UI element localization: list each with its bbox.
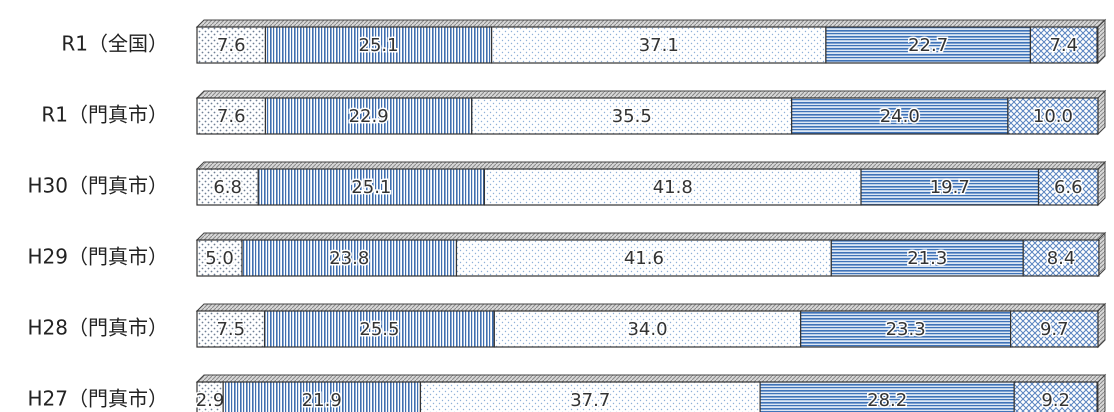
data-label: 7.6 — [217, 35, 246, 56]
data-label: 23.8 — [329, 248, 369, 269]
data-label: 37.1 — [639, 35, 679, 56]
bar-segment — [263, 310, 495, 348]
category-label: R1（全国） — [61, 32, 168, 56]
bar-side — [1097, 373, 1106, 412]
data-label: 9.2 — [1041, 390, 1070, 411]
data-label: 6.8 — [213, 177, 242, 198]
bar-top — [195, 161, 1107, 170]
data-label: 25.1 — [351, 177, 391, 198]
bar-segment — [791, 97, 1009, 135]
bar-segment — [1010, 310, 1099, 348]
data-label: 37.7 — [570, 390, 610, 411]
data-label: 6.6 — [1054, 177, 1083, 198]
bar-segment — [1007, 97, 1099, 135]
data-label: 21.9 — [302, 390, 342, 411]
data-label: 41.8 — [653, 177, 693, 198]
data-label: 25.5 — [359, 319, 399, 340]
data-label: 22.9 — [349, 106, 389, 127]
bar-segment — [455, 239, 832, 277]
bar-top — [195, 232, 1107, 241]
data-label: 41.6 — [624, 248, 664, 269]
bar-segment — [491, 26, 827, 64]
bar-segment — [196, 26, 267, 64]
category-label: H27（門真市） — [28, 387, 169, 411]
data-label: 7.6 — [217, 106, 246, 127]
bar-segment — [483, 168, 862, 206]
bar-segment — [493, 310, 802, 348]
bar-segment — [196, 97, 267, 135]
bar-top — [195, 19, 1107, 28]
bar-top — [195, 303, 1107, 312]
bar-segment — [1013, 381, 1098, 412]
bar-segment — [264, 97, 473, 135]
bar-segment — [800, 310, 1012, 348]
bar-segment — [196, 310, 266, 348]
category-label: H30（門真市） — [28, 174, 169, 198]
data-label: 34.0 — [627, 319, 667, 340]
data-label: 19.7 — [930, 177, 970, 198]
bar-segment — [860, 168, 1040, 206]
bar-segment — [257, 168, 486, 206]
data-label: 22.7 — [908, 35, 948, 56]
bar-segment — [264, 26, 493, 64]
data-label: 10.0 — [1033, 106, 1073, 127]
data-label: 21.3 — [907, 248, 947, 269]
bar-segment — [1022, 239, 1100, 277]
data-label: 24.0 — [880, 106, 920, 127]
bar-side — [1097, 89, 1106, 136]
data-label: 23.3 — [886, 319, 926, 340]
bar-segment — [1029, 26, 1098, 64]
bar-side — [1097, 18, 1106, 65]
data-label: 7.5 — [216, 319, 245, 340]
bar-segment — [471, 97, 793, 135]
data-label: 35.5 — [612, 106, 652, 127]
data-label: 7.4 — [1049, 35, 1078, 56]
bar-segment — [759, 381, 1015, 412]
data-label: 8.4 — [1047, 248, 1076, 269]
bar-side — [1097, 302, 1106, 349]
data-label: 25.1 — [359, 35, 399, 56]
data-label: 28.2 — [867, 390, 907, 411]
bar-segment — [241, 239, 458, 277]
category-label: H29（門真市） — [28, 245, 169, 269]
data-label: 5.0 — [205, 248, 234, 269]
data-label: 9.7 — [1040, 319, 1069, 340]
bar-side — [1097, 160, 1106, 207]
bar-top — [195, 90, 1107, 99]
data-label: 2.9 — [196, 390, 225, 411]
bar-segment — [1037, 168, 1099, 206]
category-label: H28（門真市） — [28, 316, 169, 340]
category-label: R1（門真市） — [41, 103, 168, 127]
bar-top — [195, 374, 1107, 383]
